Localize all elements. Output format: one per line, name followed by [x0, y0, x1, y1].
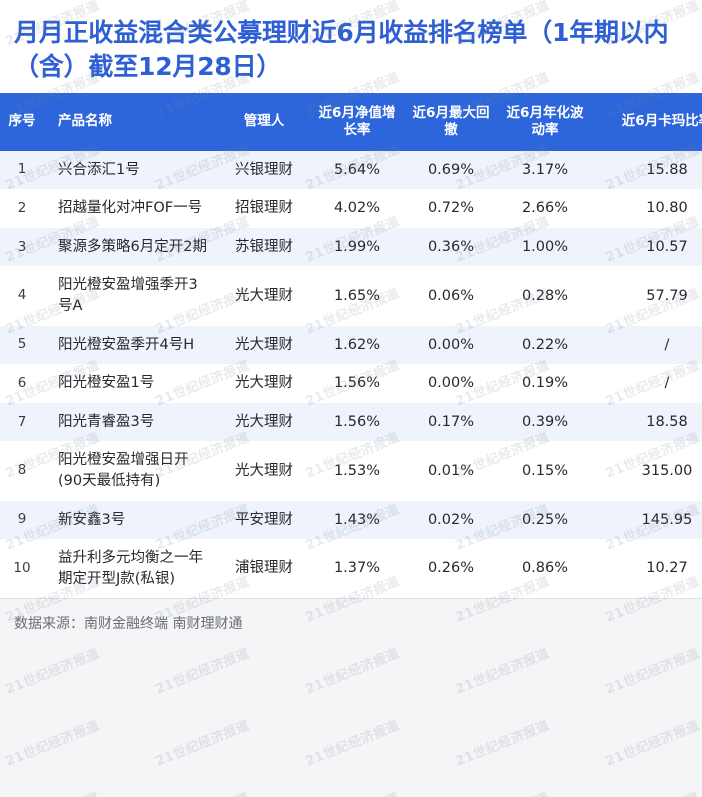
- cell-volatility: 2.66%: [521, 200, 569, 217]
- cell-manager: 光大理财: [235, 413, 293, 430]
- column-header-growth-rate: 近6月净值增长率: [310, 93, 404, 151]
- cell-growth-rate: 1.53%: [333, 462, 381, 479]
- cell-volatility: 1.00%: [521, 238, 569, 255]
- cell-product-name: 新安鑫3号: [58, 511, 126, 528]
- table-row: 5 阳光橙安盈季开4号H 光大理财 1.62% 0.00% 0.22% /: [0, 325, 702, 365]
- cell-calmar-ratio: /: [664, 375, 670, 392]
- column-header-manager: 管理人: [218, 93, 310, 151]
- table-row: 7 阳光青睿盈3号 光大理财 1.56% 0.17% 0.39% 18.58: [0, 402, 702, 442]
- cell-growth-rate: 1.56%: [333, 413, 381, 430]
- cell-index: 8: [17, 462, 27, 479]
- column-header-calmar-ratio: 近6月卡玛比率: [592, 93, 702, 151]
- column-header-index: 序号: [0, 93, 44, 151]
- cell-growth-rate: 1.62%: [333, 336, 381, 353]
- cell-index: 2: [17, 200, 27, 217]
- cell-growth-rate: 4.02%: [333, 200, 381, 217]
- cell-manager: 光大理财: [235, 287, 293, 304]
- table-row: 6 阳光橙安盈1号 光大理财 1.56% 0.00% 0.19% /: [0, 364, 702, 403]
- table-row: 4 阳光橙安盈增强季开3号A 光大理财 1.65% 0.06% 0.28% 57.79: [0, 266, 702, 326]
- cell-product-name: 阳光橙安盈增强季开3号A: [58, 277, 198, 315]
- cell-calmar-ratio: 15.88: [646, 161, 688, 178]
- cell-growth-rate: 5.64%: [333, 161, 381, 178]
- cell-max-drawdown: 0.69%: [427, 161, 475, 178]
- column-header-product-name: 产品名称: [44, 93, 218, 151]
- cell-max-drawdown: 0.17%: [427, 413, 475, 430]
- cell-max-drawdown: 0.36%: [427, 238, 475, 255]
- column-header-max-drawdown: 近6月最大回撤: [404, 93, 498, 151]
- cell-manager: 兴银理财: [235, 161, 293, 178]
- cell-manager: 平安理财: [235, 511, 293, 528]
- table-row: 2 招越量化对冲FOF一号 招银理财 4.02% 0.72% 2.66% 10.80: [0, 189, 702, 228]
- cell-index: 5: [17, 336, 27, 353]
- cell-volatility: 0.19%: [521, 375, 569, 392]
- table-footer: 数据来源：南财金融终端 南财理财通: [0, 598, 702, 797]
- table-row: 1 兴合添汇1号 兴银理财 5.64% 0.69% 3.17% 15.88: [0, 150, 702, 190]
- cell-calmar-ratio: 315.00: [641, 462, 693, 479]
- cell-product-name: 阳光橙安盈1号: [58, 375, 155, 392]
- cell-index: 9: [17, 511, 27, 528]
- cell-calmar-ratio: 10.57: [646, 238, 688, 255]
- cell-product-name: 阳光橙安盈季开4号H: [58, 336, 195, 353]
- cell-volatility: 0.15%: [521, 462, 569, 479]
- table-row: 9 新安鑫3号 平安理财 1.43% 0.02% 0.25% 145.95: [0, 500, 702, 540]
- cell-volatility: 0.86%: [521, 560, 569, 577]
- table-header: 序号 产品名称 管理人 近6月净值增长率 近6月最大回撤 近6月年化波动率 近6…: [0, 93, 702, 151]
- cell-growth-rate: 1.99%: [333, 238, 381, 255]
- cell-calmar-ratio: 145.95: [641, 511, 693, 528]
- cell-manager: 招银理财: [235, 200, 293, 217]
- cell-product-name: 阳光橙安盈增强日开(90天最低持有): [58, 452, 189, 489]
- cell-index: 4: [17, 287, 27, 304]
- cell-volatility: 0.39%: [521, 413, 569, 430]
- cell-manager: 浦银理财: [235, 560, 293, 577]
- cell-growth-rate: 1.43%: [333, 511, 381, 528]
- cell-max-drawdown: 0.02%: [427, 511, 475, 528]
- table-row: 8 阳光橙安盈增强日开(90天最低持有) 光大理财 1.53% 0.01% 0.15% 31…: [0, 441, 702, 501]
- cell-volatility: 3.17%: [521, 161, 569, 178]
- cell-volatility: 0.25%: [521, 511, 569, 528]
- cell-growth-rate: 1.65%: [333, 287, 381, 304]
- cell-max-drawdown: 0.01%: [427, 462, 475, 479]
- page-title: 月月正收益混合类公募理财近6月收益排名榜单（1年期以内（含）截至12月28日）: [14, 18, 669, 81]
- table-body: 1 兴合添汇1号 兴银理财 5.64% 0.69% 3.17% 15.88 2 招越量化对冲FO…: [0, 150, 702, 599]
- cell-product-name: 益升利多元均衡之一年期定开型J款(私银): [58, 550, 203, 587]
- cell-calmar-ratio: 10.27: [646, 560, 688, 577]
- table-row: 10 益升利多元均衡之一年期定开型J款(私银) 浦银理财 1.37% 0.26% 0.86…: [0, 539, 702, 599]
- cell-calmar-ratio: 57.79: [646, 287, 688, 304]
- cell-index: 10: [13, 560, 31, 577]
- cell-index: 1: [17, 161, 27, 178]
- cell-max-drawdown: 0.06%: [427, 287, 475, 304]
- cell-max-drawdown: 0.72%: [427, 200, 475, 217]
- cell-calmar-ratio: /: [664, 336, 670, 353]
- cell-manager: 苏银理财: [235, 238, 293, 255]
- data-source-note: 数据来源：南财金融终端 南财理财通: [14, 616, 243, 633]
- ranking-table: 序号 产品名称 管理人 近6月净值增长率 近6月最大回撤 近6月年化波动率 近6…: [0, 93, 702, 599]
- cell-product-name: 兴合添汇1号: [58, 161, 140, 178]
- cell-manager: 光大理财: [235, 375, 293, 392]
- cell-volatility: 0.28%: [521, 287, 569, 304]
- cell-manager: 光大理财: [235, 462, 293, 479]
- cell-max-drawdown: 0.00%: [427, 375, 475, 392]
- title-block: 月月正收益混合类公募理财近6月收益排名榜单（1年期以内（含）截至12月28日）: [0, 0, 702, 93]
- cell-max-drawdown: 0.26%: [427, 560, 475, 577]
- cell-calmar-ratio: 10.80: [646, 200, 688, 217]
- cell-index: 7: [17, 413, 27, 430]
- cell-product-name: 招越量化对冲FOF一号: [58, 200, 203, 217]
- cell-manager: 光大理财: [235, 336, 293, 353]
- cell-product-name: 聚源多策略6月定开2期: [58, 238, 207, 255]
- column-header-volatility: 近6月年化波动率: [498, 93, 592, 151]
- cell-calmar-ratio: 18.58: [646, 413, 688, 430]
- table-row: 3 聚源多策略6月定开2期 苏银理财 1.99% 0.36% 1.00% 10.57: [0, 227, 702, 267]
- cell-max-drawdown: 0.00%: [427, 336, 475, 353]
- cell-product-name: 阳光青睿盈3号: [58, 413, 155, 430]
- cell-growth-rate: 1.56%: [333, 375, 381, 392]
- cell-growth-rate: 1.37%: [333, 560, 381, 577]
- cell-index: 3: [17, 238, 27, 255]
- table-header-row: 序号 产品名称 管理人 近6月净值增长率 近6月最大回撤 近6月年化波动率 近6…: [0, 93, 702, 151]
- cell-index: 6: [17, 374, 27, 391]
- cell-volatility: 0.22%: [521, 336, 569, 353]
